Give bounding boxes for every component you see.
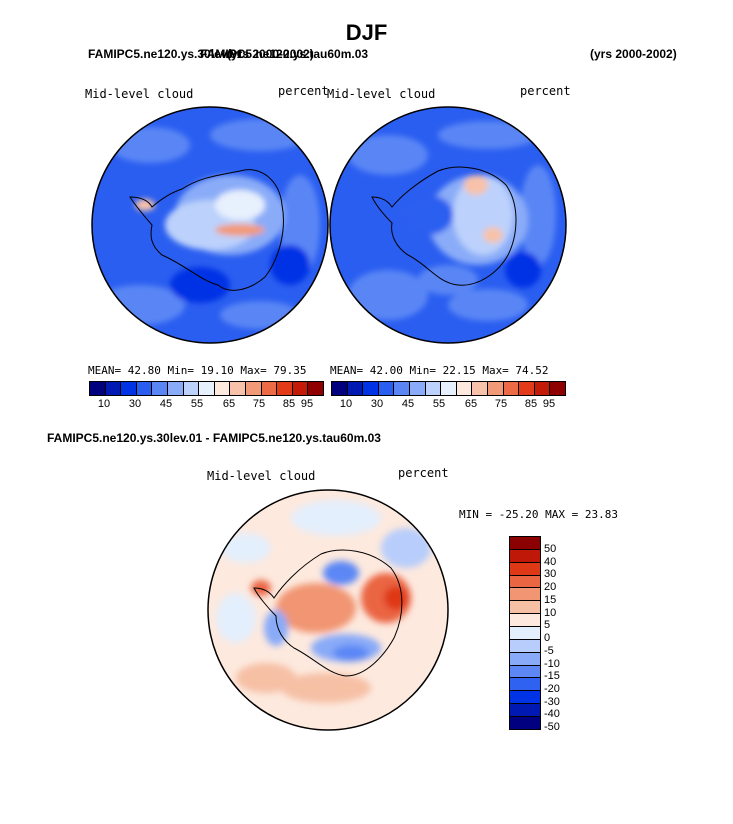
panel2-map <box>329 106 567 344</box>
panel2-stats: MEAN= 42.00 Min= 22.15 Max= 74.52 <box>330 364 549 377</box>
panel1-tick: 10 <box>97 398 111 410</box>
panel2-units: percent <box>520 84 571 98</box>
right-case-header: FAMIPC5.ne120.ys.tau60m.03 <box>200 47 369 61</box>
panel1-tick: 85 <box>282 398 296 410</box>
diff-tick: 30 <box>544 568 557 580</box>
panel2-tick: 75 <box>494 398 508 410</box>
panel2-colorbar-ticks: 10 30 45 55 65 75 85 95 <box>331 398 564 412</box>
diff-tick: -40 <box>544 708 560 720</box>
diff-tick: -10 <box>544 658 560 670</box>
panel2-tick: 10 <box>339 398 353 410</box>
diff-tick: 40 <box>544 556 557 568</box>
diff-label: Mid-level cloud <box>207 469 316 483</box>
diff-map <box>207 489 449 731</box>
diff-tick: 5 <box>544 619 551 631</box>
diff-tick: 50 <box>544 543 557 555</box>
diff-units: percent <box>398 466 449 480</box>
diff-tick: -50 <box>544 721 560 733</box>
panel1-colorbar <box>89 381 324 396</box>
panel2-coastline <box>371 166 517 286</box>
panel1-tick: 45 <box>159 398 173 410</box>
panel1-tick: 65 <box>222 398 236 410</box>
panel2-label: Mid-level cloud <box>327 87 436 101</box>
diff-stats: MIN = -25.20 MAX = 23.83 <box>459 508 618 521</box>
diff-tick: 10 <box>544 607 557 619</box>
diff-tick: 0 <box>544 632 551 644</box>
panel1-tick: 55 <box>190 398 204 410</box>
diff-tick: -30 <box>544 696 560 708</box>
panel1-tick: 75 <box>252 398 266 410</box>
diff-tick: 20 <box>544 581 557 593</box>
panel1-map <box>91 106 329 344</box>
diff-tick: 15 <box>544 594 557 606</box>
left-case-header: FAMIPC5.ne120.ys.30lev.01 <box>88 47 244 61</box>
diff-tick: -5 <box>544 645 554 657</box>
diff-colorbar-ticks: 50 40 30 20 15 10 5 0 -5 -10 -15 -20 -30… <box>544 536 584 733</box>
panel1-units: percent <box>278 84 329 98</box>
panel2-colorbar <box>331 381 566 396</box>
right-years: (yrs 2000-2002) <box>590 47 677 61</box>
panel1-tick: 30 <box>128 398 142 410</box>
panel1-tick: 95 <box>300 398 314 410</box>
diff-tick: -20 <box>544 683 560 695</box>
panel1-stats: MEAN= 42.80 Min= 19.10 Max= 79.35 <box>88 364 307 377</box>
diff-colorbar <box>509 536 541 730</box>
left-years: (yrs 2000-2002) <box>227 47 314 61</box>
page-title: DJF <box>345 20 388 45</box>
panel2-tick: 45 <box>401 398 415 410</box>
diff-header: FAMIPC5.ne120.ys.30lev.01 - FAMIPC5.ne12… <box>47 431 381 445</box>
panel1-coastline <box>129 169 284 291</box>
panel1-colorbar-ticks: 10 30 45 55 65 75 85 95 <box>89 398 322 412</box>
panel2-tick: 85 <box>524 398 538 410</box>
diff-tick: -15 <box>544 670 560 682</box>
diff-coastline <box>253 549 403 677</box>
panel2-tick: 55 <box>432 398 446 410</box>
panel2-tick: 65 <box>464 398 478 410</box>
panel1-label: Mid-level cloud <box>85 87 194 101</box>
panel2-tick: 95 <box>542 398 556 410</box>
panel2-tick: 30 <box>370 398 384 410</box>
